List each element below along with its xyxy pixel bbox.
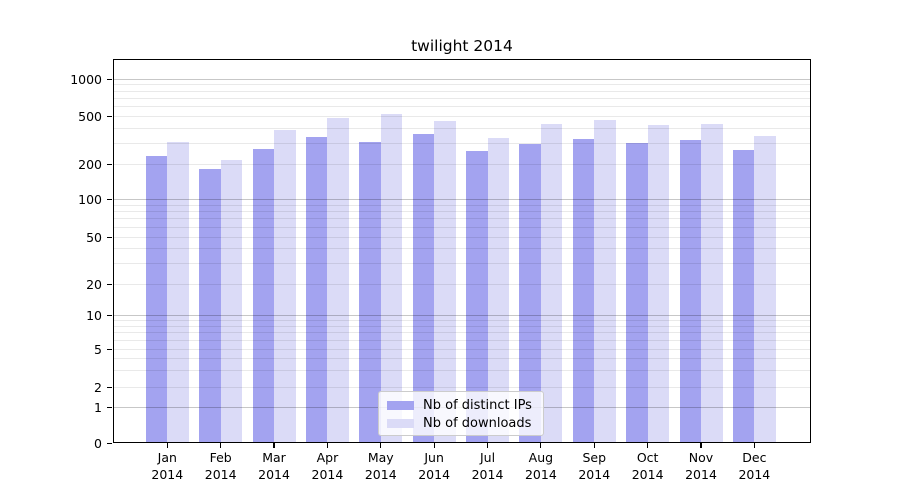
legend-label-downloads: Nb of downloads: [423, 416, 532, 432]
bar-distinct-ips-mar: [252, 149, 275, 444]
bar-distinct-ips-may: [359, 141, 381, 444]
x-tick-label-sep: Sep 2014: [578, 450, 611, 482]
bar-downloads-jul: [487, 137, 510, 444]
bar-distinct-ips-oct: [626, 142, 648, 444]
y-tick-mark-500: [107, 115, 112, 118]
x-tick-mark-sep: [593, 443, 595, 448]
x-tick-label-jul: Jul 2014: [471, 450, 504, 482]
legend-item-distinct-ips: Nb of distinct IPs: [387, 396, 543, 415]
x-tick-label-jun: Jun 2014: [418, 450, 451, 482]
bar-distinct-ips-jul: [466, 150, 488, 444]
x-tick-label-aug: Aug 2014: [524, 450, 557, 482]
legend-item-downloads: Nb of downloads: [387, 415, 543, 434]
chart-title: twilight 2014: [411, 37, 513, 55]
y-tick-label-5: 5: [94, 341, 102, 357]
x-tick-label-may: May 2014: [364, 450, 397, 482]
bar-distinct-ips-dec: [732, 150, 755, 444]
y-tick-label-1000: 1000: [70, 71, 102, 87]
bar-downloads-sep: [594, 119, 616, 444]
bar-downloads-oct: [647, 125, 670, 444]
bar-downloads-may: [380, 114, 403, 444]
y-tick-label-2: 2: [94, 379, 102, 395]
bar-downloads-aug: [540, 124, 563, 444]
bar-downloads-feb: [220, 159, 243, 444]
y-tick-mark-5: [107, 348, 112, 350]
x-tick-label-apr: Apr 2014: [311, 450, 344, 482]
x-tick-label-nov: Nov 2014: [685, 450, 717, 482]
x-tick-mark-jul: [486, 443, 489, 448]
legend-label-distinct-ips: Nb of distinct IPs: [423, 397, 532, 413]
y-tick-label-500: 500: [78, 109, 102, 124]
y-tick-label-10: 10: [86, 308, 102, 324]
y-tick-label-100: 100: [78, 192, 102, 208]
y-tick-mark-50: [107, 236, 112, 238]
y-tick-label-20: 20: [86, 276, 102, 292]
y-tick-label-1: 1: [94, 399, 102, 415]
x-tick-mark-jun: [433, 443, 435, 448]
y-tick-mark-100: [107, 199, 112, 201]
bar-distinct-ips-nov: [679, 139, 701, 444]
x-tick-mark-nov: [700, 443, 702, 448]
y-tick-mark-200: [107, 163, 112, 166]
x-tick-label-mar: Mar 2014: [258, 450, 290, 482]
bar-distinct-ips-apr: [305, 136, 328, 444]
y-tick-mark-0: [107, 442, 112, 445]
x-tick-mark-feb: [220, 443, 222, 448]
bar-downloads-jan: [167, 141, 189, 444]
bar-distinct-ips-aug: [519, 143, 541, 444]
bar-downloads-apr: [327, 118, 349, 444]
x-tick-mark-dec: [753, 443, 755, 448]
bar-downloads-jun: [434, 121, 456, 444]
bar-distinct-ips-sep: [572, 138, 595, 444]
x-tick-label-jan: Jan 2014: [151, 450, 184, 482]
bar-distinct-ips-feb: [199, 168, 221, 444]
bar-downloads-mar: [274, 130, 296, 444]
y-tick-mark-10: [107, 315, 112, 317]
x-tick-label-oct: Oct 2014: [631, 450, 664, 482]
x-tick-mark-aug: [540, 443, 542, 448]
x-tick-label-dec: Dec 2014: [738, 450, 771, 482]
y-tick-mark-1: [107, 406, 112, 408]
y-tick-mark-20: [107, 283, 112, 285]
x-tick-mark-apr: [326, 443, 328, 448]
y-tick-label-200: 200: [78, 157, 102, 172]
y-tick-mark-1000: [107, 78, 112, 80]
bar-downloads-dec: [754, 136, 776, 444]
x-tick-mark-oct: [647, 443, 649, 448]
x-tick-mark-jan: [166, 443, 168, 448]
bar-downloads-nov: [701, 124, 723, 444]
legend: Nb of distinct IPs Nb of downloads: [378, 391, 544, 436]
bar-distinct-ips-jan: [145, 155, 168, 444]
y-tick-label-50: 50: [86, 229, 102, 245]
y-tick-mark-2: [107, 386, 112, 388]
legend-swatch-distinct-ips: [387, 400, 414, 410]
x-tick-label-feb: Feb 2014: [204, 450, 237, 482]
legend-swatch-downloads: [387, 419, 414, 429]
bar-distinct-ips-jun: [412, 134, 435, 444]
bars-layer: [113, 59, 811, 444]
x-tick-mark-mar: [273, 443, 275, 448]
y-tick-label-0: 0: [94, 436, 102, 451]
x-tick-mark-may: [380, 443, 382, 448]
plot-area: [113, 59, 811, 444]
